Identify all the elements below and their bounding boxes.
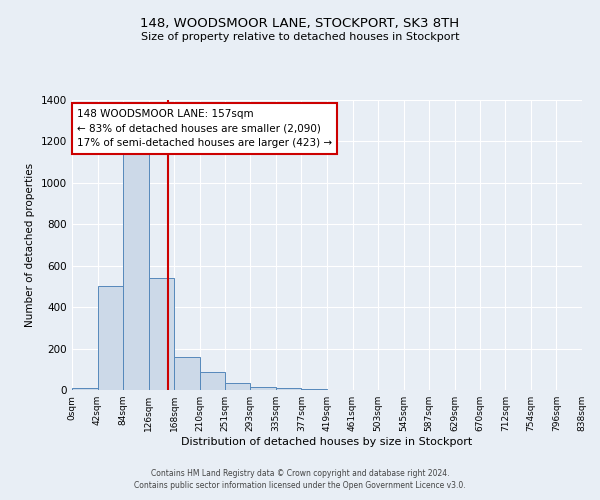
Text: Contains public sector information licensed under the Open Government Licence v3: Contains public sector information licen… xyxy=(134,481,466,490)
Bar xyxy=(123,152,149,390)
Bar xyxy=(174,357,200,390)
Bar xyxy=(98,286,123,390)
Bar xyxy=(250,387,276,390)
Bar xyxy=(225,383,250,390)
Y-axis label: Number of detached properties: Number of detached properties xyxy=(25,163,35,327)
Text: Contains HM Land Registry data © Crown copyright and database right 2024.: Contains HM Land Registry data © Crown c… xyxy=(151,468,449,477)
Bar xyxy=(301,389,327,390)
Bar xyxy=(72,388,98,390)
Text: 148, WOODSMOOR LANE, STOCKPORT, SK3 8TH: 148, WOODSMOOR LANE, STOCKPORT, SK3 8TH xyxy=(140,18,460,30)
Bar xyxy=(276,388,301,390)
Bar xyxy=(149,278,174,390)
X-axis label: Distribution of detached houses by size in Stockport: Distribution of detached houses by size … xyxy=(181,437,473,447)
Text: 148 WOODSMOOR LANE: 157sqm
← 83% of detached houses are smaller (2,090)
17% of s: 148 WOODSMOOR LANE: 157sqm ← 83% of deta… xyxy=(77,108,332,148)
Bar xyxy=(200,372,225,390)
Text: Size of property relative to detached houses in Stockport: Size of property relative to detached ho… xyxy=(141,32,459,42)
